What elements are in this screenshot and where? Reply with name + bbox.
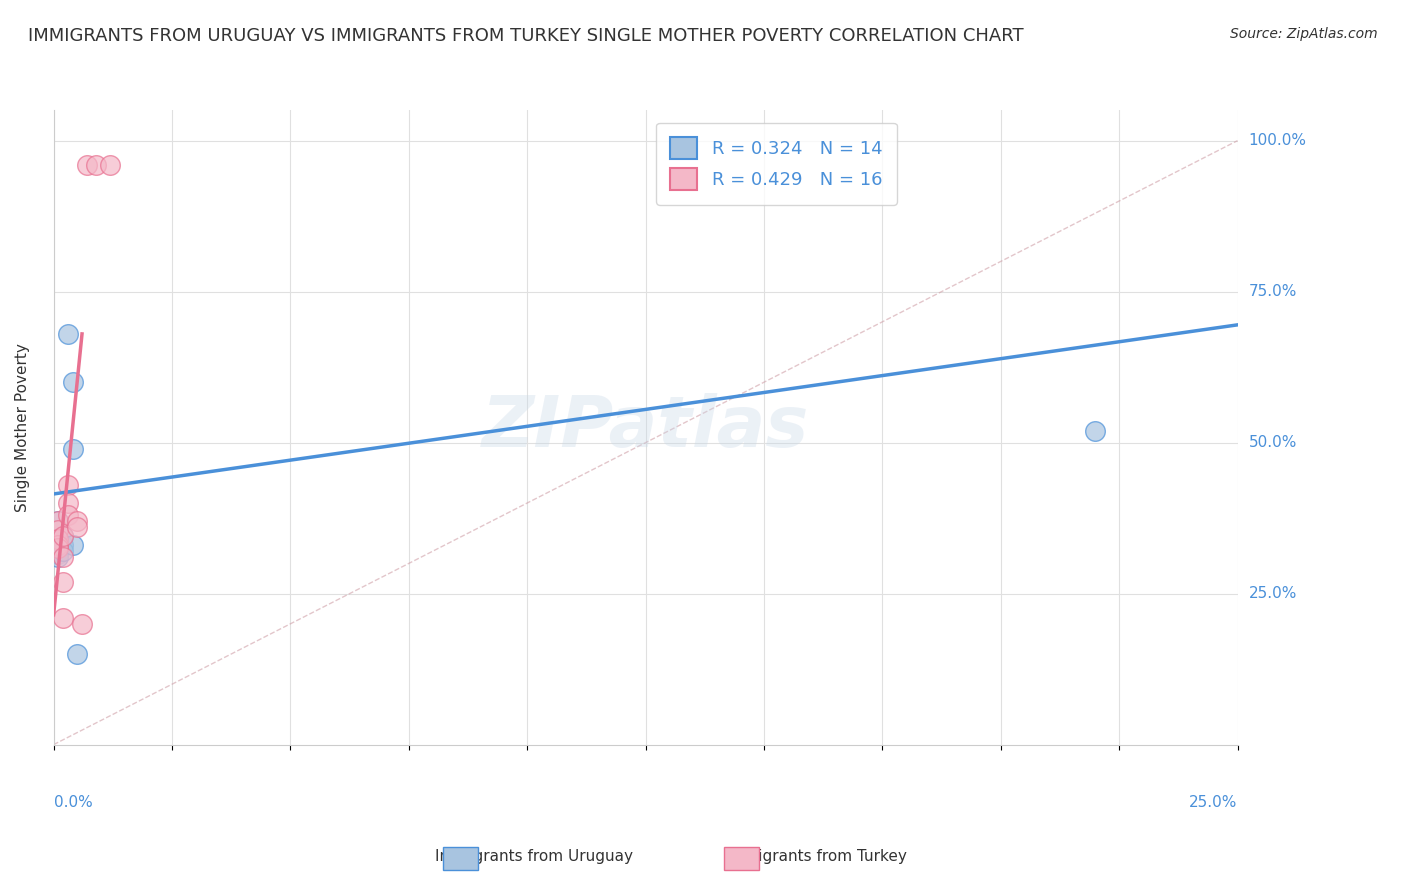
Point (52, 529, 75, 543)
Point (46, 538, 69, 552)
Text: ZIPatlas: ZIPatlas (482, 393, 810, 462)
Point (66, 520, 89, 534)
Point (46, 514, 69, 528)
Point (52, 574, 75, 589)
Point (46, 547, 69, 561)
Point (46, 541, 69, 556)
Point (100, 158, 122, 172)
Point (56, 496, 79, 510)
Point (46, 533, 69, 547)
Point (56, 326, 79, 341)
Text: 25.0%: 25.0% (1189, 796, 1237, 810)
Point (62, 538, 84, 552)
Point (46, 544, 69, 558)
Text: 100.0%: 100.0% (1249, 133, 1306, 148)
Point (46, 533, 69, 547)
Point (84, 158, 107, 172)
Y-axis label: Single Mother Poverty: Single Mother Poverty (15, 343, 30, 512)
Point (1084, 424, 1107, 438)
Point (46, 514, 69, 528)
Point (70, 616, 93, 631)
Point (62, 442, 84, 456)
Point (52, 611, 75, 625)
Text: Immigrants from Turkey: Immigrants from Turkey (724, 849, 907, 863)
Text: IMMIGRANTS FROM URUGUAY VS IMMIGRANTS FROM TURKEY SINGLE MOTHER POVERTY CORRELAT: IMMIGRANTS FROM URUGUAY VS IMMIGRANTS FR… (28, 27, 1024, 45)
Text: Immigrants from Uruguay: Immigrants from Uruguay (436, 849, 633, 863)
Text: 0.0%: 0.0% (53, 796, 93, 810)
Point (52, 529, 75, 543)
Text: Source: ZipAtlas.com: Source: ZipAtlas.com (1230, 27, 1378, 41)
Point (56, 508, 79, 522)
Point (66, 647, 89, 661)
Point (46, 523, 69, 537)
Point (62, 376, 84, 390)
Point (76, 158, 98, 172)
Point (56, 478, 79, 492)
Legend: R = 0.324   N = 14, R = 0.429   N = 16: R = 0.324 N = 14, R = 0.429 N = 16 (657, 122, 897, 204)
Point (52, 538, 75, 552)
Text: 75.0%: 75.0% (1249, 285, 1296, 299)
Point (46, 550, 69, 565)
Point (66, 514, 89, 528)
Point (52, 550, 75, 565)
Text: 50.0%: 50.0% (1249, 435, 1296, 450)
Point (46, 538, 69, 552)
Point (52, 544, 75, 558)
Text: 25.0%: 25.0% (1249, 586, 1296, 601)
